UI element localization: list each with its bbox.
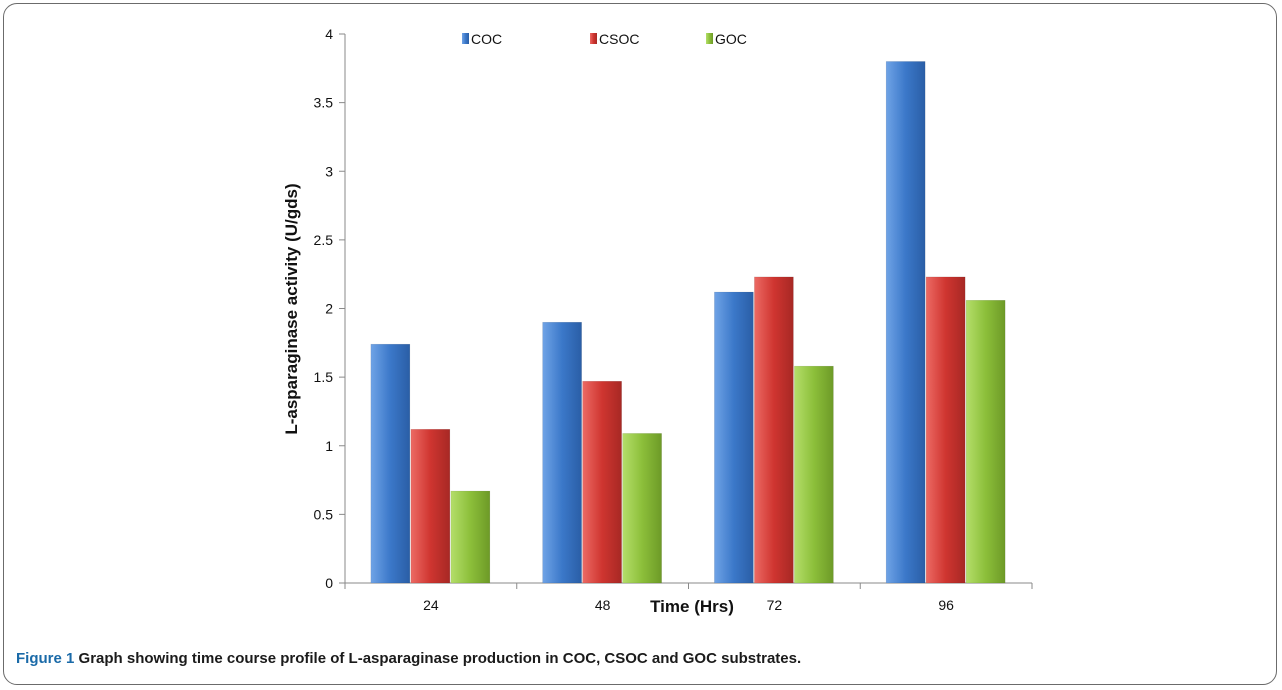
- y-tick-label: 4: [325, 26, 333, 42]
- legend-swatch-goc: [706, 33, 713, 44]
- y-tick-label: 0: [325, 575, 333, 591]
- y-tick-label: 3.5: [314, 95, 334, 111]
- y-tick-label: 2: [325, 301, 333, 317]
- legend: COC CSOC GOC: [462, 31, 747, 47]
- bar-coc-24: [370, 343, 411, 584]
- bar-goc-24: [450, 490, 491, 584]
- x-tick-label: 48: [595, 597, 611, 613]
- x-axis-title: Time (Hrs): [650, 597, 734, 616]
- bar-coc-96: [885, 61, 926, 584]
- bar-csoc-96: [925, 276, 966, 584]
- legend-label-coc: COC: [471, 31, 502, 47]
- x-tick-label: 72: [767, 597, 783, 613]
- bar-coc-48: [542, 321, 582, 584]
- bar-csoc-72: [754, 276, 794, 584]
- y-tick-label: 2.5: [314, 232, 334, 248]
- bar-coc-72: [714, 291, 754, 584]
- y-tick-label: 1.5: [314, 369, 334, 385]
- bar-goc-48: [622, 433, 662, 584]
- bar-goc-96: [965, 300, 1006, 584]
- caption-text: Graph showing time course profile of L-a…: [74, 650, 802, 667]
- bar-chart: 0 0.5 1 1.5 2 2.5 3 3.5 4 24 48 72 96 COC CSOC GOC Tim…: [282, 26, 1033, 616]
- bars: [370, 61, 1006, 584]
- caption-lead: Figure 1: [16, 650, 75, 667]
- bar-goc-72: [794, 365, 834, 584]
- legend-label-goc: GOC: [715, 31, 747, 47]
- x-tick-label: 24: [423, 597, 439, 613]
- y-tick-label: 1: [325, 438, 333, 454]
- y-tick-label: 0.5: [314, 506, 334, 522]
- legend-swatch-coc: [462, 33, 469, 44]
- y-axis-title: L-asparaginase activity (U/gds): [282, 183, 301, 434]
- bar-csoc-48: [582, 380, 622, 584]
- x-tick-label: 96: [938, 597, 954, 613]
- legend-swatch-csoc: [590, 33, 597, 44]
- y-tick-label: 3: [325, 163, 333, 179]
- legend-label-csoc: CSOC: [599, 31, 639, 47]
- figure-caption: Figure 1 Graph showing time course profi…: [16, 650, 801, 667]
- bar-csoc-24: [410, 429, 451, 584]
